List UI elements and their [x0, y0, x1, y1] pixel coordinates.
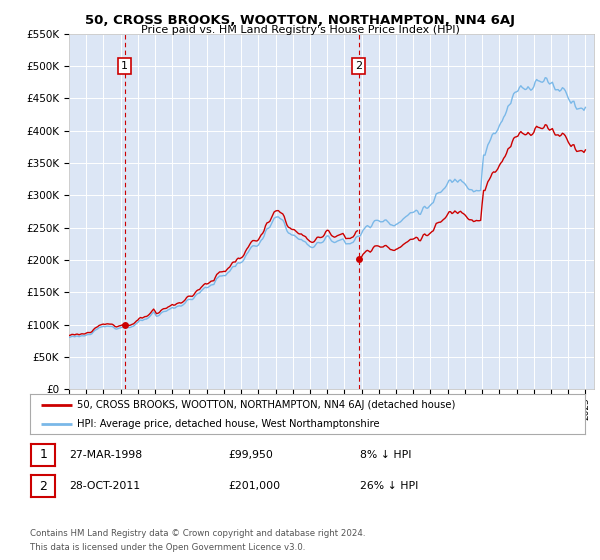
Text: 27-MAR-1998: 27-MAR-1998 — [69, 450, 142, 460]
Text: This data is licensed under the Open Government Licence v3.0.: This data is licensed under the Open Gov… — [30, 543, 305, 552]
Text: 8% ↓ HPI: 8% ↓ HPI — [360, 450, 412, 460]
Text: 26% ↓ HPI: 26% ↓ HPI — [360, 481, 418, 491]
Text: 2: 2 — [355, 61, 362, 71]
Text: 50, CROSS BROOKS, WOOTTON, NORTHAMPTON, NN4 6AJ (detached house): 50, CROSS BROOKS, WOOTTON, NORTHAMPTON, … — [77, 400, 455, 410]
Text: 50, CROSS BROOKS, WOOTTON, NORTHAMPTON, NN4 6AJ: 50, CROSS BROOKS, WOOTTON, NORTHAMPTON, … — [85, 14, 515, 27]
Text: 1: 1 — [39, 448, 47, 461]
Text: £201,000: £201,000 — [228, 481, 280, 491]
Text: 28-OCT-2011: 28-OCT-2011 — [69, 481, 140, 491]
Text: £99,950: £99,950 — [228, 450, 273, 460]
Text: HPI: Average price, detached house, West Northamptonshire: HPI: Average price, detached house, West… — [77, 419, 380, 429]
Text: Contains HM Land Registry data © Crown copyright and database right 2024.: Contains HM Land Registry data © Crown c… — [30, 529, 365, 538]
Text: 1: 1 — [121, 61, 128, 71]
Text: Price paid vs. HM Land Registry's House Price Index (HPI): Price paid vs. HM Land Registry's House … — [140, 25, 460, 35]
Text: 2: 2 — [39, 479, 47, 493]
